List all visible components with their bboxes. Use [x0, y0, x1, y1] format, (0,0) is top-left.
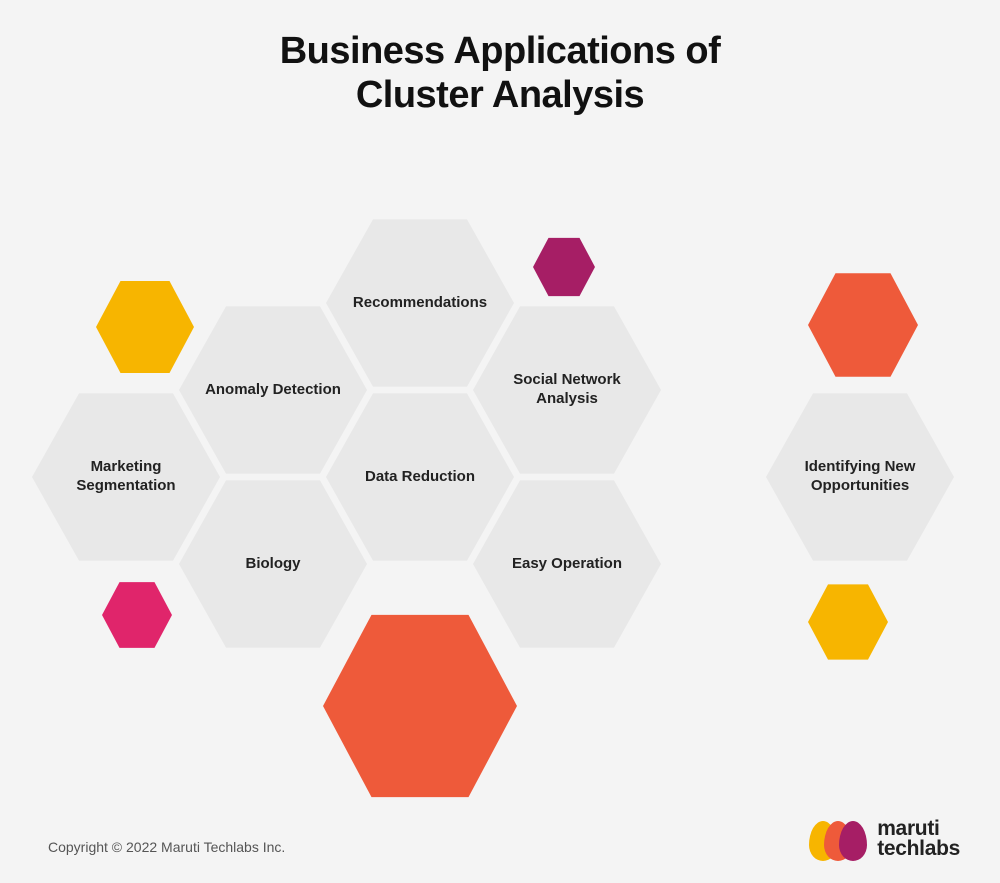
accent-orange-r [808, 270, 918, 380]
copyright-text: Copyright © 2022 Maruti Techlabs Inc. [48, 839, 285, 855]
brand-name-line-1: maruti [877, 819, 960, 839]
brand-name: maruti techlabs [877, 819, 960, 859]
hex-canvas: Marketing Segmentation Anomaly Detection B… [0, 0, 1000, 883]
hex-label-social-network-analysis: Social Network Analysis [473, 371, 661, 409]
hex-label-identifying-new-opportunities: Identifying New Opportunities [766, 458, 954, 496]
accent-pink-bl [102, 580, 172, 650]
accent-orange-bc [323, 609, 517, 803]
hex-label-biology: Biology [232, 555, 315, 574]
hex-label-anomaly-detection: Anomaly Detection [191, 381, 355, 400]
hex-label-marketing-segmentation: Marketing Segmentation [32, 458, 220, 496]
hex-label-recommendations: Recommendations [339, 294, 501, 313]
hex-label-data-reduction: Data Reduction [351, 468, 489, 487]
accent-yellow-tl [96, 278, 194, 376]
hex-identifying-new-opportunities: Identifying New Opportunities [766, 383, 954, 571]
brand-block: maruti techlabs [809, 817, 960, 861]
logo-drop-magenta [839, 821, 867, 861]
brand-logo-icon [809, 817, 867, 861]
accent-yellow-br [808, 582, 888, 662]
accent-magenta-tr [533, 236, 595, 298]
hex-label-easy-operation: Easy Operation [498, 555, 636, 574]
brand-name-line-2: techlabs [877, 839, 960, 859]
